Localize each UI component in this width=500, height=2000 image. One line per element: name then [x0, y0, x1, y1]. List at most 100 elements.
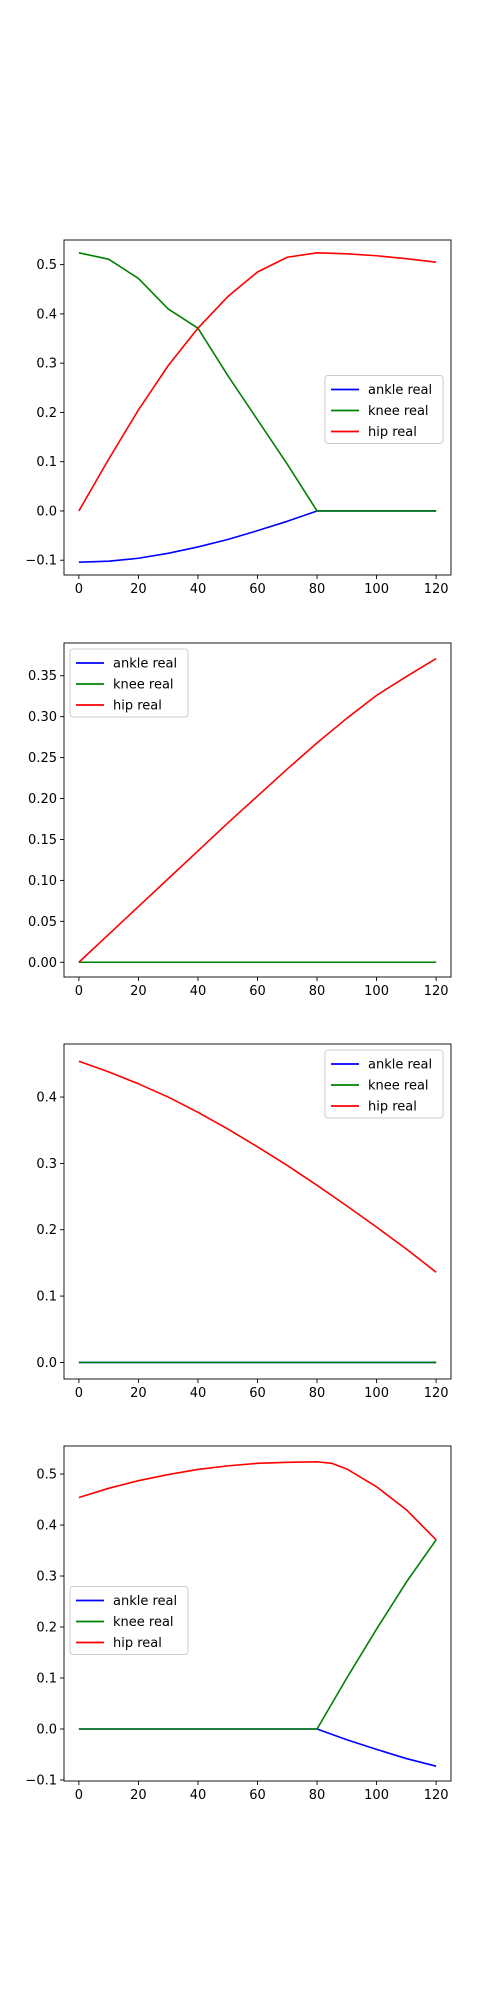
x-tick-label: 80	[309, 582, 326, 597]
legend-label: hip real	[368, 425, 417, 440]
x-tick-label: 120	[424, 582, 449, 597]
legend-label: knee real	[113, 678, 174, 693]
series-line-hip-real	[78, 657, 437, 963]
x-tick-label: 0	[75, 984, 83, 999]
x-tick-label: 20	[130, 984, 147, 999]
x-axis: 0 20 40 60 80 100 120	[75, 1781, 449, 1803]
x-tick-label: 120	[424, 1788, 449, 1803]
x-tick-label: 120	[424, 1386, 449, 1401]
legend-label: ankle real	[368, 1058, 432, 1073]
series-lines	[78, 1060, 437, 1364]
legend-box	[324, 375, 444, 444]
legend-box	[69, 1586, 189, 1655]
x-tick-label: 60	[249, 1386, 266, 1401]
y-axis: −0.1 0.0 0.1 0.2 0.3 0.4 0.5	[25, 258, 64, 569]
y-tick-label: −0.1	[25, 554, 57, 569]
x-axis: 0 20 40 60 80 100 120	[75, 575, 449, 597]
x-tick-label: 0	[75, 1386, 83, 1401]
x-tick-label: 40	[190, 1788, 207, 1803]
x-axis: 0 20 40 60 80 100 120	[75, 1379, 449, 1401]
y-tick-label: 0.1	[36, 1672, 57, 1687]
x-tick-label: 40	[190, 1386, 207, 1401]
x-tick-label: 60	[249, 582, 266, 597]
legend: ankle real knee real hip real	[69, 1586, 189, 1655]
y-tick-label: 0.1	[36, 455, 57, 470]
y-tick-label: 0.05	[28, 915, 57, 930]
chart-panel-3: 0 20 40 60 80 100 120 0.0 0.1 0.2 0.3 0.4 ankle real…	[36, 1043, 452, 1401]
y-tick-label: 0.0	[36, 1356, 57, 1371]
x-tick-label: 0	[75, 1788, 83, 1803]
legend-label: knee real	[113, 1615, 174, 1630]
legend-label: knee real	[368, 1079, 429, 1094]
x-tick-label: 100	[364, 582, 389, 597]
x-tick-label: 120	[424, 984, 449, 999]
y-axis: −0.1 0.0 0.1 0.2 0.3 0.4 0.5	[25, 1468, 64, 1788]
y-axis: 0.00 0.05 0.10 0.15 0.20 0.25 0.30 0.35	[28, 669, 64, 971]
series-lines	[78, 1461, 437, 1767]
y-tick-label: 0.0	[36, 1722, 57, 1737]
series-lines	[78, 252, 437, 563]
legend: ankle real knee real hip real	[69, 648, 189, 718]
series-line-hip-real	[78, 1461, 437, 1541]
y-tick-label: 0.25	[28, 751, 57, 766]
legend: ankle real knee real hip real	[324, 375, 444, 444]
x-tick-label: 80	[309, 1386, 326, 1401]
x-tick-label: 60	[249, 1788, 266, 1803]
x-tick-label: 100	[364, 984, 389, 999]
y-tick-label: 0.4	[36, 1519, 57, 1534]
y-tick-label: 0.35	[28, 669, 57, 684]
y-tick-label: 0.5	[36, 258, 57, 273]
legend-label: hip real	[113, 699, 162, 714]
legend-label: knee real	[368, 404, 429, 419]
legend-box	[69, 648, 189, 718]
y-tick-label: 0.5	[36, 1468, 57, 1483]
x-tick-label: 60	[249, 984, 266, 999]
series-line-knee-real	[78, 252, 437, 512]
y-tick-label: 0.3	[36, 1157, 57, 1172]
legend-label: ankle real	[113, 1594, 177, 1609]
chart-panel-1: 0 20 40 60 80 100 120 −0.1 0.0 0.1 0.2 0.3 0.4 0.5 ank…	[25, 239, 452, 597]
y-tick-label: 0.2	[36, 406, 57, 421]
y-tick-label: 0.0	[36, 504, 57, 519]
x-tick-label: 80	[309, 984, 326, 999]
series-lines	[78, 657, 437, 964]
series-line-ankle-real	[78, 510, 437, 563]
x-tick-label: 40	[190, 984, 207, 999]
x-tick-label: 0	[75, 582, 83, 597]
legend-box	[324, 1049, 444, 1119]
y-tick-label: 0.2	[36, 1621, 57, 1636]
y-tick-label: −0.1	[25, 1773, 57, 1788]
y-tick-label: 0.20	[28, 792, 57, 807]
y-tick-label: 0.3	[36, 357, 57, 372]
x-tick-label: 100	[364, 1788, 389, 1803]
legend-label: ankle real	[368, 383, 432, 398]
y-tick-label: 0.2	[36, 1223, 57, 1238]
y-tick-label: 0.15	[28, 833, 57, 848]
x-tick-label: 80	[309, 1788, 326, 1803]
x-tick-label: 100	[364, 1386, 389, 1401]
y-tick-label: 0.10	[28, 874, 57, 889]
x-tick-label: 20	[130, 1788, 147, 1803]
y-tick-label: 0.4	[36, 1091, 57, 1106]
x-tick-label: 20	[130, 582, 147, 597]
series-line-hip-real	[78, 1060, 437, 1273]
y-tick-label: 0.1	[36, 1290, 57, 1305]
series-line-knee-real	[78, 1539, 437, 1730]
legend-label: hip real	[368, 1100, 417, 1115]
y-tick-label: 0.30	[28, 710, 57, 725]
y-tick-label: 0.00	[28, 956, 57, 971]
y-tick-label: 0.3	[36, 1570, 57, 1585]
legend-label: ankle real	[113, 657, 177, 672]
y-axis: 0.0 0.1 0.2 0.3 0.4	[36, 1091, 64, 1371]
y-tick-label: 0.4	[36, 307, 57, 322]
series-line-ankle-real	[78, 1728, 437, 1767]
x-axis: 0 20 40 60 80 100 120	[75, 977, 449, 999]
chart-panel-4: 0 20 40 60 80 100 120 −0.1 0.0 0.1 0.2 0.3 0.4 0.5 ank…	[25, 1445, 452, 1803]
legend: ankle real knee real hip real	[324, 1049, 444, 1119]
legend-label: hip real	[113, 1636, 162, 1651]
series-line-hip-real	[78, 252, 437, 512]
x-tick-label: 20	[130, 1386, 147, 1401]
x-tick-label: 40	[190, 582, 207, 597]
